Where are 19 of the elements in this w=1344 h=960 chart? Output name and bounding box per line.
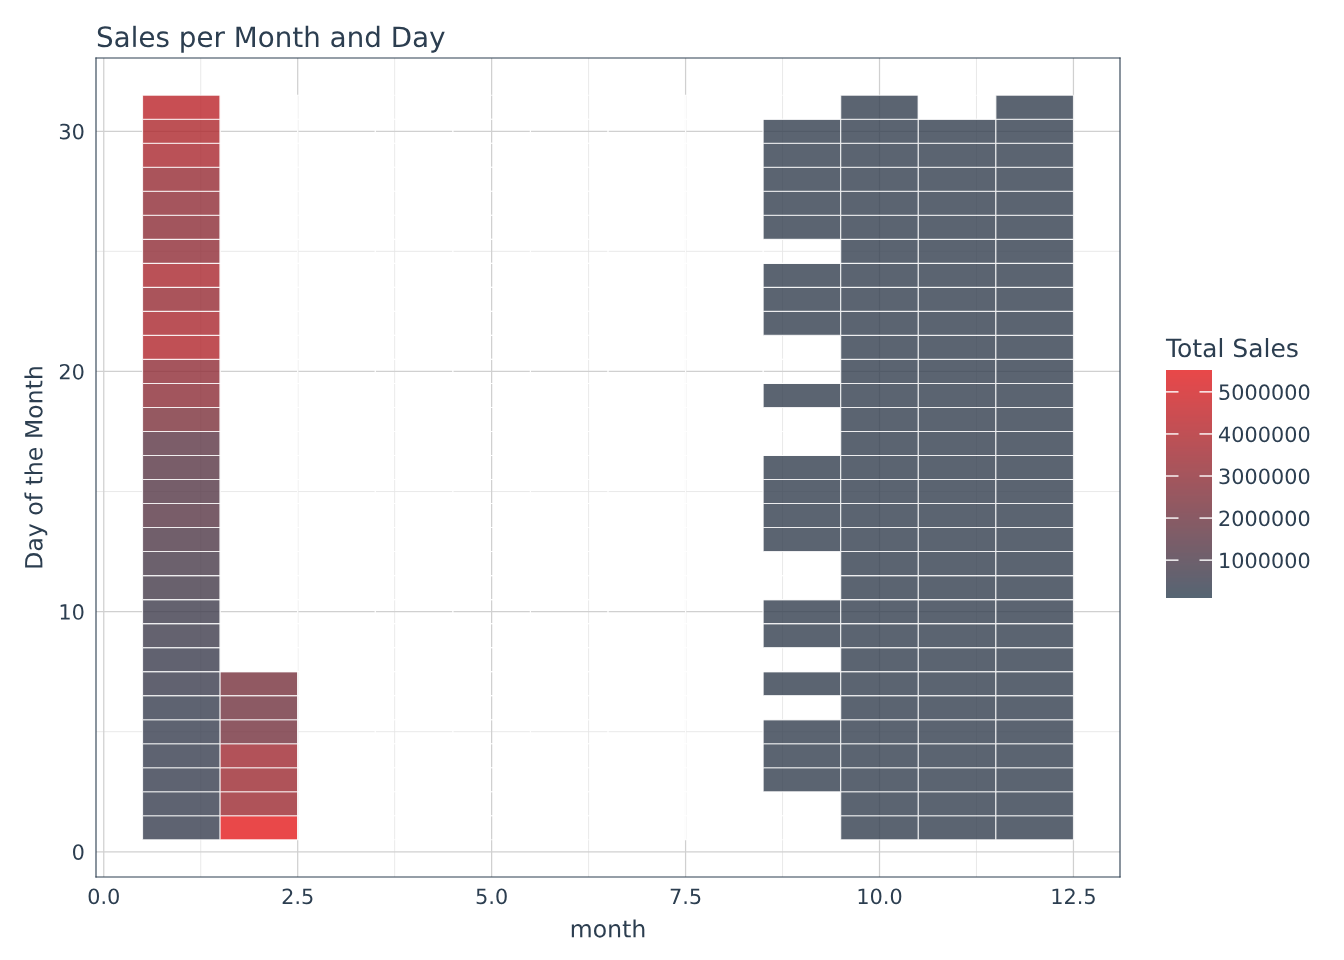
color-bar-label: 5000000 [1219,384,1310,401]
color-bar-title: Total Sales [1165,338,1298,358]
y-tick-label: 30 [59,123,84,140]
x-tick-label: 0.0 [88,888,119,905]
x-tick-label: 7.5 [670,888,701,905]
color-bar-label: 3000000 [1219,468,1310,485]
x-tick-label: 2.5 [282,888,313,905]
x-tick-label: 5.0 [476,888,507,905]
x-tick-label: 12.5 [1052,888,1095,905]
y-axis-title: Day of the Month [24,367,48,568]
x-tick-label: 10.0 [858,888,902,905]
color-bar-label: 4000000 [1218,426,1310,443]
y-tick-label: 20 [59,363,84,380]
x-axis-title: month [571,919,645,938]
color-bar-label: 1000000 [1220,552,1310,569]
y-tick-label: 10 [60,604,84,620]
color-bar-label: 2000000 [1219,510,1310,527]
y-tick-label: 0 [73,844,84,860]
chart-title: Sales per Month and Day [97,25,445,53]
